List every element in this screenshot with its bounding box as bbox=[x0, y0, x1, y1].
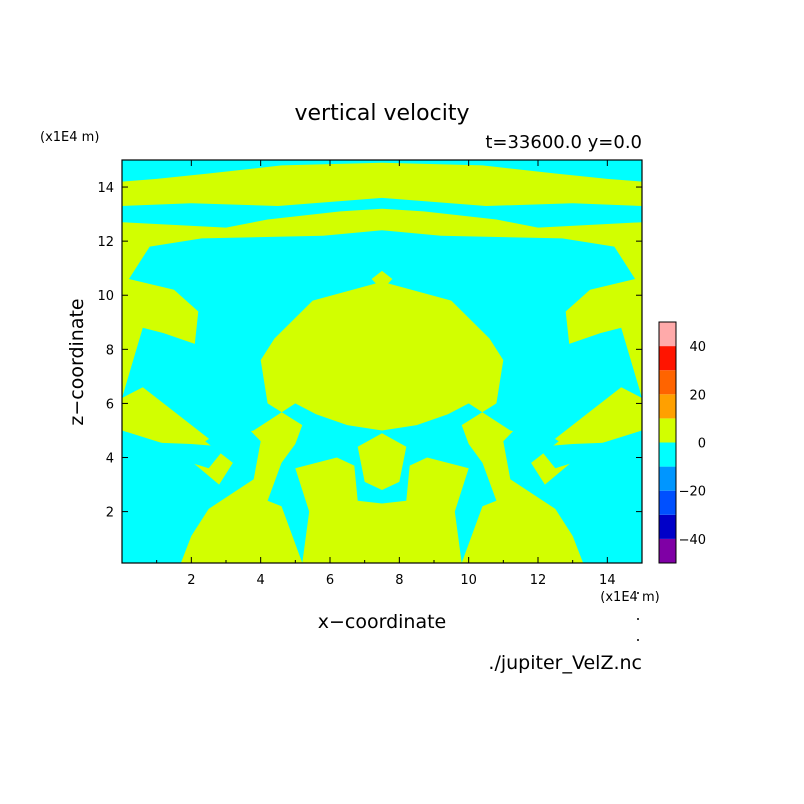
x-tick-label: 10 bbox=[460, 573, 477, 588]
y-axis: 2 4 6 8 10 12 14 bbox=[97, 181, 642, 521]
plot-frame bbox=[121, 159, 643, 564]
negative-region-left-2 bbox=[122, 230, 382, 563]
positive-region-right-2 bbox=[382, 433, 407, 490]
colorbar-swatch bbox=[659, 466, 676, 491]
x-tick-label: 6 bbox=[326, 573, 334, 588]
positive-region-right-0 bbox=[382, 322, 455, 409]
colorbar-tick-label: 0 bbox=[698, 437, 706, 452]
colorbar-swatch bbox=[659, 370, 676, 395]
colorbar: −40 −20 0 20 40 bbox=[658, 321, 706, 564]
colorbar-tick-label: −40 bbox=[679, 533, 706, 548]
y-tick-label: 10 bbox=[97, 289, 114, 304]
colorbar-swatch bbox=[659, 442, 676, 467]
colorbar-tick-label: 20 bbox=[689, 388, 706, 403]
x-tick-label: 2 bbox=[187, 573, 195, 588]
negative-region-right-3 bbox=[382, 197, 642, 228]
y-axis-label: z−coordinate bbox=[66, 298, 88, 425]
colorbar-swatch bbox=[659, 322, 676, 347]
y-tick-label: 8 bbox=[106, 343, 114, 358]
x-axis: 2 4 6 8 10 12 14 bbox=[156, 160, 616, 588]
positive-region-left-0 bbox=[309, 322, 382, 409]
colorbar-tick-label: 40 bbox=[689, 340, 706, 355]
colorbar-tick-label: −20 bbox=[679, 485, 706, 500]
negative-region-left-1 bbox=[122, 441, 226, 469]
x-tick-label: 4 bbox=[257, 573, 265, 588]
negative-region-right-1 bbox=[538, 441, 642, 469]
field-layer bbox=[122, 160, 642, 563]
y-unit-label: (x1E4 m) bbox=[40, 130, 99, 145]
chart-subtitle: t=33600.0 y=0.0 bbox=[485, 132, 642, 153]
colorbar-swatch bbox=[659, 346, 676, 371]
y-tick-label: 4 bbox=[106, 452, 114, 467]
small-marks bbox=[637, 592, 639, 641]
colorbar-swatch bbox=[659, 394, 676, 419]
x-axis-label: x−coordinate bbox=[318, 611, 447, 633]
colorbar-swatch bbox=[659, 490, 676, 515]
x-tick-label: 8 bbox=[395, 573, 403, 588]
x-tick-label: 12 bbox=[530, 573, 547, 588]
source-file-label: ./jupiter_VelZ.nc bbox=[488, 652, 642, 674]
positive-region-left-2 bbox=[357, 433, 382, 490]
y-tick-label: 2 bbox=[106, 506, 114, 521]
negative-region-left-3 bbox=[122, 197, 382, 228]
x-tick-label: 14 bbox=[599, 573, 616, 588]
positive-region-right-1 bbox=[382, 270, 393, 290]
negative-region-left-4 bbox=[122, 160, 382, 182]
colorbar-swatch bbox=[659, 538, 676, 563]
negative-region-right-4 bbox=[382, 160, 642, 182]
positive-region-left-1 bbox=[371, 270, 382, 290]
colorbar-swatch bbox=[659, 418, 676, 443]
chart-title: vertical velocity bbox=[294, 101, 469, 126]
y-tick-label: 6 bbox=[106, 397, 114, 412]
x-unit-label: (x1E4 m) bbox=[600, 590, 659, 605]
y-tick-label: 14 bbox=[97, 181, 114, 196]
y-tick-label: 12 bbox=[97, 235, 114, 250]
colorbar-swatch bbox=[659, 514, 676, 539]
negative-region-right-2 bbox=[382, 230, 642, 563]
colorbar-frame bbox=[658, 321, 677, 564]
